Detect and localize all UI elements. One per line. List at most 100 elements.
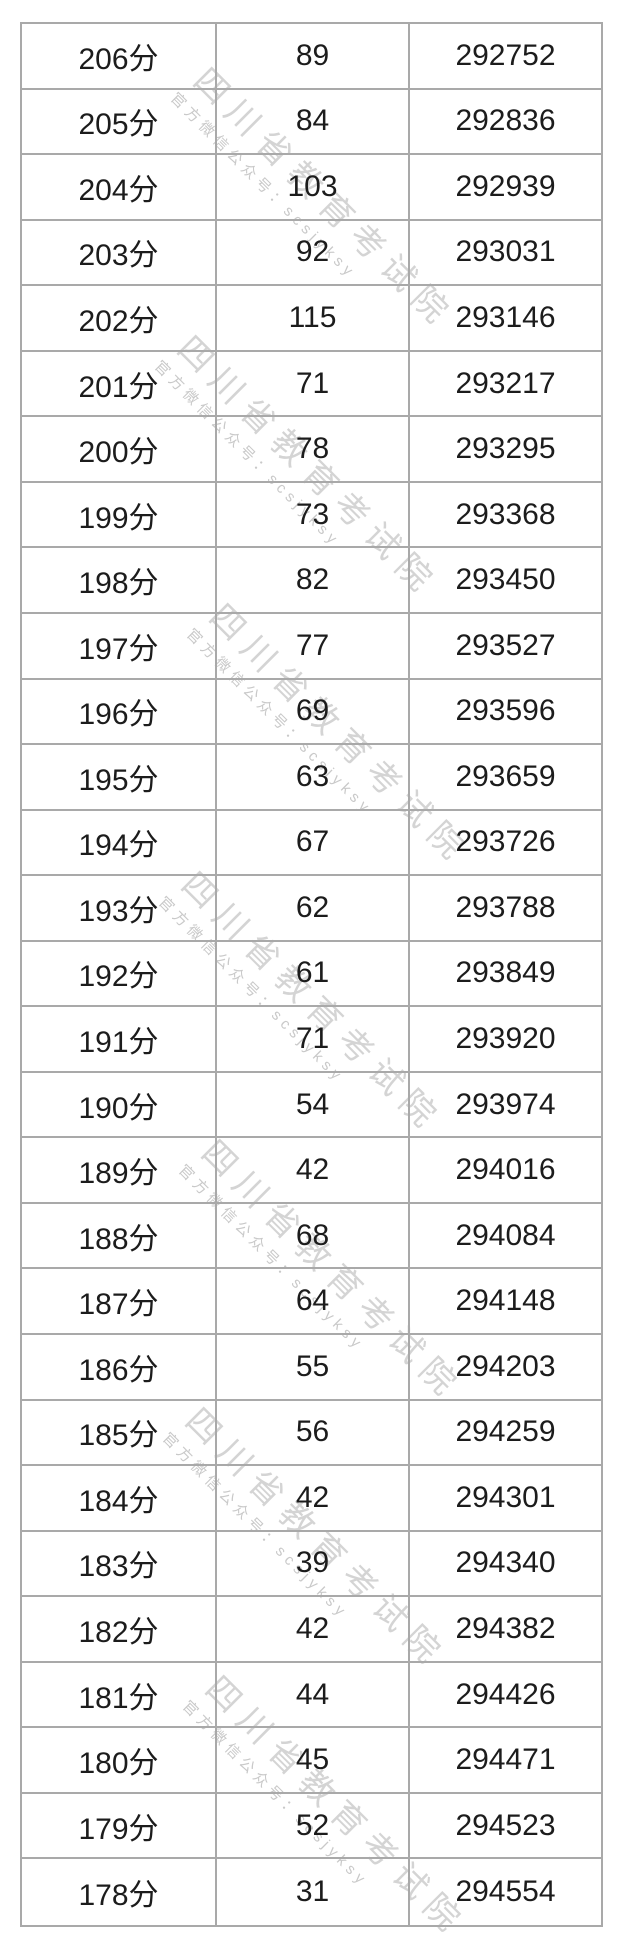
score-cell: 206分	[22, 24, 217, 88]
score-table: 206分 89 292752 205分 84 292836 204分 103 292939 203…	[20, 22, 603, 1927]
table-row: 187分 64 294148	[22, 1269, 601, 1336]
count-cell: 45	[217, 1728, 410, 1792]
score-cell: 199分	[22, 482, 217, 547]
table-row: 178分 31 294554	[22, 1859, 601, 1925]
table-row: 186分 55 294203	[22, 1335, 601, 1401]
score-cell: 194分	[22, 810, 217, 875]
table-row: 205分 84 292836	[22, 89, 601, 156]
table-row: 200分 78 293295	[22, 417, 601, 483]
table-row: 182分 42 294382	[22, 1597, 601, 1663]
count-cell: 42	[217, 1466, 410, 1530]
cumulative-cell: 293295	[455, 432, 556, 466]
table-row: 198分 82 293450	[22, 548, 601, 614]
score-cell: 189分	[22, 1138, 217, 1202]
score-cell: 205分	[22, 89, 217, 154]
table-row: 181分 44 294426	[22, 1662, 601, 1729]
table-row: 189分 42 294016	[22, 1138, 601, 1204]
table-row: 204分 103 292939	[22, 155, 601, 221]
cumulative-cell: 293974	[455, 1087, 556, 1121]
count-cell: 54	[217, 1072, 410, 1137]
score-cell: 192分	[22, 941, 217, 1006]
count-cell: 73	[217, 482, 410, 547]
table-row: 196分 69 293596	[22, 679, 601, 746]
count-cell: 103	[217, 155, 410, 219]
cumulative-cell: 293217	[455, 366, 556, 400]
count-cell: 71	[217, 351, 410, 416]
score-cell: 193分	[22, 876, 217, 940]
cumulative-cell: 294084	[455, 1218, 556, 1252]
score-cell: 190分	[22, 1072, 217, 1137]
cumulative-cell: 294203	[455, 1349, 556, 1383]
score-cell: 187分	[22, 1269, 217, 1334]
cumulative-cell: 294382	[455, 1612, 556, 1645]
count-cell: 52	[217, 1793, 410, 1858]
score-cell: 179分	[22, 1793, 217, 1858]
cumulative-cell: 293596	[455, 694, 556, 728]
table-row: 194分 67 293726	[22, 810, 601, 877]
cumulative-cell: 293849	[455, 956, 556, 990]
cumulative-cell: 293788	[455, 890, 556, 924]
score-cell: 201分	[22, 351, 217, 416]
table-row: 190分 54 293974	[22, 1072, 601, 1139]
table-row: 201分 71 293217	[22, 351, 601, 418]
count-cell: 78	[217, 417, 410, 481]
cumulative-cell: 293527	[455, 628, 556, 662]
score-cell: 185分	[22, 1400, 217, 1465]
table-row: 184分 42 294301	[22, 1466, 601, 1532]
count-cell: 31	[217, 1859, 410, 1925]
count-cell: 71	[217, 1007, 410, 1071]
cumulative-cell: 294259	[455, 1415, 556, 1449]
count-cell: 67	[217, 810, 410, 875]
score-cell: 188分	[22, 1203, 217, 1268]
table-row: 193分 62 293788	[22, 876, 601, 942]
score-cell: 202分	[22, 286, 217, 350]
count-cell: 56	[217, 1400, 410, 1465]
score-cell: 180分	[22, 1728, 217, 1792]
cumulative-cell: 292939	[455, 169, 556, 203]
cumulative-cell: 294471	[455, 1743, 556, 1777]
table-row: 183分 39 294340	[22, 1531, 601, 1598]
count-cell: 115	[217, 286, 410, 350]
cumulative-cell: 294523	[455, 1808, 556, 1842]
table-row: 206分 89 292752	[22, 24, 601, 90]
count-cell: 84	[217, 89, 410, 154]
table-row: 197分 77 293527	[22, 613, 601, 680]
table-row: 180分 45 294471	[22, 1728, 601, 1794]
cumulative-cell: 292752	[455, 38, 556, 72]
score-cell: 203分	[22, 220, 217, 285]
cumulative-cell: 293659	[455, 759, 556, 793]
cumulative-cell: 293031	[455, 235, 556, 269]
cumulative-cell: 294301	[455, 1480, 556, 1514]
cumulative-cell: 292836	[455, 104, 556, 138]
cumulative-cell: 294554	[455, 1875, 556, 1909]
table-row: 202分 115 293146	[22, 286, 601, 352]
table-row: 185分 56 294259	[22, 1400, 601, 1467]
cumulative-cell: 294016	[455, 1153, 556, 1187]
cumulative-cell: 293920	[455, 1022, 556, 1056]
count-cell: 92	[217, 220, 410, 285]
cumulative-cell: 293726	[455, 825, 556, 859]
score-cell: 191分	[22, 1007, 217, 1071]
count-cell: 68	[217, 1203, 410, 1268]
count-cell: 44	[217, 1662, 410, 1727]
table-row: 195分 63 293659	[22, 745, 601, 811]
cumulative-cell: 294148	[455, 1284, 556, 1318]
count-cell: 42	[217, 1138, 410, 1202]
count-cell: 89	[217, 24, 410, 88]
count-cell: 64	[217, 1269, 410, 1334]
count-cell: 39	[217, 1531, 410, 1596]
table-row: 199分 73 293368	[22, 482, 601, 549]
score-cell: 197分	[22, 613, 217, 678]
score-cell: 198分	[22, 548, 217, 612]
score-cell: 196分	[22, 679, 217, 744]
count-cell: 63	[217, 745, 410, 809]
score-cell: 195分	[22, 745, 217, 809]
table-row: 203分 92 293031	[22, 220, 601, 287]
count-cell: 82	[217, 548, 410, 612]
cumulative-cell: 293368	[455, 497, 556, 531]
table-row: 191分 71 293920	[22, 1007, 601, 1073]
table-row: 179分 52 294523	[22, 1793, 601, 1860]
cumulative-cell: 293146	[455, 300, 556, 334]
table-row: 188分 68 294084	[22, 1203, 601, 1270]
score-cell: 184分	[22, 1466, 217, 1530]
